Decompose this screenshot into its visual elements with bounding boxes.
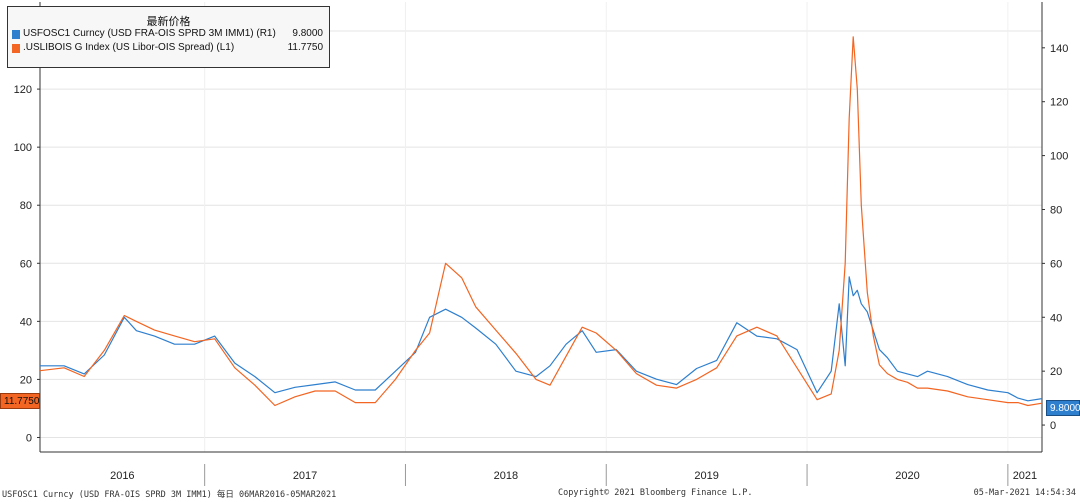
x-tick-label: 2017: [293, 470, 317, 482]
x-tick-label: 2021: [1013, 470, 1037, 482]
left-tick-label: 60: [20, 258, 32, 270]
legend-value: 11.7750: [287, 42, 323, 53]
legend-title: 最新价格: [146, 16, 191, 28]
left-tick-label: 20: [20, 374, 32, 386]
x-tick-label: 2019: [694, 470, 718, 482]
plot-area: [40, 2, 1042, 452]
legend-value: 9.8000: [292, 28, 323, 39]
legend-item-fra-ois: USFOSC1 Curncy (USD FRA-OIS SPRD 3M IMM1…: [8, 27, 329, 41]
footer-timestamp: 05-Mar-2021 14:54:34: [973, 488, 1076, 498]
right-tick-label: 40: [1050, 312, 1062, 324]
x-tick-label: 2016: [110, 470, 134, 482]
legend-swatch-orange: [12, 44, 20, 53]
left-tick-label: 80: [20, 200, 32, 212]
series-line-libor-ois: [39, 36, 1043, 407]
right-tick-label: 120: [1050, 97, 1068, 109]
legend-swatch-blue: [12, 30, 20, 39]
right-tick-label: 20: [1050, 366, 1062, 378]
x-tick-label: 2020: [895, 470, 919, 482]
right-tick-label: 140: [1050, 43, 1068, 55]
right-tick-label: 100: [1050, 151, 1068, 163]
right-tick-label: 0: [1050, 420, 1056, 432]
legend-label: .USLIBOIS G Index (US Libor-OIS Spread) …: [23, 42, 235, 53]
last-value-tag-left: 11.7750: [0, 393, 40, 409]
legend: 最新价格 USFOSC1 Curncy (USD FRA-OIS SPRD 3M…: [7, 6, 330, 68]
left-tick-label: 40: [20, 316, 32, 328]
left-tick-label: 120: [14, 84, 32, 96]
right-tick-label: 80: [1050, 204, 1062, 216]
series-layer: [39, 36, 1043, 407]
last-value-tag-right: 9.8000: [1046, 400, 1080, 416]
footer-copyright: Copyright© 2021 Bloomberg Finance L.P.: [558, 488, 753, 498]
x-tick-label: 2018: [494, 470, 518, 482]
legend-item-libor-ois: .USLIBOIS G Index (US Libor-OIS Spread) …: [8, 41, 329, 55]
x-axis-ticks: 2016 2017 2018 2019 2020 2021: [110, 464, 1037, 486]
left-tick-label: 0: [26, 432, 32, 444]
right-tick-label: 60: [1050, 258, 1062, 270]
gridlines: [40, 2, 1042, 452]
left-tick-label: 100: [14, 142, 32, 154]
right-axis-ticks: 0 20 40 60 80 100 120 140: [1042, 43, 1068, 432]
series-line-fra-ois: [40, 276, 1043, 402]
footer-security-info: USFOSC1 Curncy (USD FRA-OIS SPRD 3M IMM1…: [2, 490, 337, 500]
legend-label: USFOSC1 Curncy (USD FRA-OIS SPRD 3M IMM1…: [23, 28, 276, 39]
